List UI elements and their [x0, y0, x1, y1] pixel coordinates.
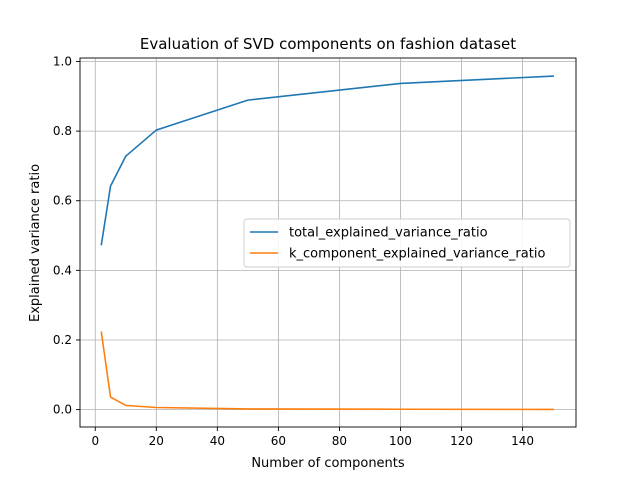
series-line-1 — [100, 75, 554, 246]
x-tick-label: 60 — [271, 434, 286, 448]
axes-frame — [79, 57, 577, 428]
chart-title: Evaluation of SVD components on fashion … — [140, 35, 516, 53]
x-tick-label: 20 — [149, 434, 164, 448]
plot-area: 0 20 40 60 80 100 120 140 0.0 0.2 0.4 0.6 0.8 1.0 tota… — [53, 54, 577, 448]
legend: total_explained_variance_ratio k_componen… — [243, 218, 571, 268]
x-tick-label: 120 — [450, 434, 473, 448]
y-tick-label: 0.4 — [53, 263, 72, 277]
series-line-2 — [100, 331, 554, 411]
x-tick-label: 140 — [511, 434, 534, 448]
x-tick-label: 80 — [332, 434, 347, 448]
y-tick-label: 0.8 — [53, 124, 72, 138]
x-tick-label: 40 — [210, 434, 225, 448]
x-tick-label: 100 — [389, 434, 412, 448]
y-axis-label: Explained variance ratio — [28, 164, 43, 322]
y-tick-label: 0.0 — [53, 403, 72, 417]
legend-box — [243, 218, 571, 268]
y-tick-label: 0.2 — [53, 333, 72, 347]
y-tick-label: 1.0 — [53, 54, 72, 68]
legend-label-1: total_explained_variance_ratio — [289, 226, 488, 241]
legend-label-2: k_component_explained_variance_ratio — [289, 247, 545, 262]
y-tick-label: 0.6 — [53, 194, 72, 208]
x-tick-label: 0 — [91, 434, 99, 448]
x-axis-label: Number of components — [251, 456, 405, 471]
